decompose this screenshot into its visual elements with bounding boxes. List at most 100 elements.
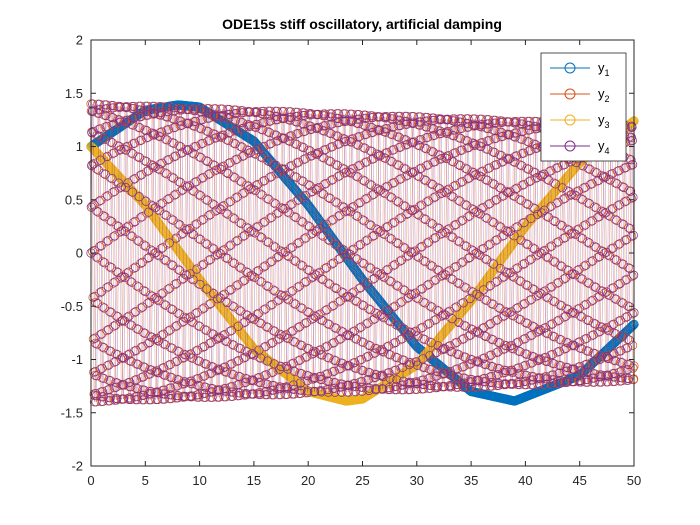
series-y4-marker bbox=[329, 366, 339, 376]
series-y4-marker bbox=[374, 112, 385, 122]
series-y4-marker bbox=[238, 123, 248, 133]
legend[interactable]: y1 y2 y3 y4 bbox=[540, 52, 627, 162]
series-y4-marker bbox=[123, 221, 133, 231]
x-tick-label: 20 bbox=[301, 473, 315, 488]
series-y4-marker bbox=[427, 219, 437, 229]
series-y4-marker bbox=[321, 219, 331, 229]
series-y4-marker bbox=[247, 313, 257, 323]
series-y4-marker bbox=[391, 385, 402, 395]
series-y4-marker bbox=[215, 365, 225, 375]
series-y4-marker bbox=[261, 370, 271, 380]
series-y4-marker bbox=[301, 317, 312, 328]
series-y4-marker bbox=[201, 325, 211, 335]
series-y2-marker bbox=[381, 265, 391, 275]
series-y2-marker bbox=[555, 300, 565, 310]
series-y2-marker bbox=[531, 251, 541, 261]
series-y4-marker bbox=[298, 176, 308, 186]
series-y4-marker bbox=[450, 148, 460, 158]
series-y4-marker bbox=[317, 374, 327, 385]
series-y4-marker bbox=[239, 231, 249, 241]
series-y4-marker bbox=[504, 117, 514, 127]
series-y4-marker bbox=[168, 215, 178, 225]
series-y4-marker bbox=[238, 108, 248, 118]
series-y2-marker bbox=[244, 227, 255, 237]
series-y2-marker bbox=[575, 273, 585, 283]
series-y4-marker bbox=[297, 303, 307, 313]
series-y4-marker bbox=[206, 338, 216, 348]
series-y4-marker bbox=[405, 378, 415, 389]
series-y4-marker bbox=[616, 346, 626, 356]
series-y4-marker bbox=[211, 133, 221, 143]
series-y4-marker bbox=[508, 344, 518, 354]
series-y4-marker bbox=[601, 287, 612, 297]
series-y4-marker bbox=[487, 378, 497, 388]
series-y2-marker bbox=[596, 246, 606, 256]
series-y2-marker bbox=[429, 234, 439, 244]
series-y4-marker bbox=[324, 353, 334, 363]
series-y4-marker bbox=[222, 253, 233, 264]
series-y4-marker bbox=[188, 317, 198, 327]
series-y4-marker bbox=[196, 191, 206, 201]
series-y4-marker bbox=[457, 123, 467, 133]
series-y4-marker bbox=[531, 122, 541, 132]
y-tick-label: 1.5 bbox=[65, 86, 83, 101]
series-y4-marker bbox=[199, 341, 209, 352]
series-y2-marker bbox=[163, 284, 173, 294]
series-y2-marker bbox=[345, 136, 355, 146]
series-y2-marker bbox=[439, 227, 449, 237]
series-y4-marker bbox=[507, 365, 517, 375]
series-y4-marker bbox=[228, 369, 238, 380]
series-y2-marker bbox=[589, 281, 599, 291]
series-y4-marker bbox=[350, 357, 360, 368]
series-y4-marker bbox=[210, 104, 221, 114]
series-y4-marker bbox=[135, 101, 146, 111]
series-y4-marker bbox=[477, 138, 487, 148]
series-y2-marker bbox=[415, 243, 425, 253]
legend-entry-y1[interactable]: y1 bbox=[550, 60, 610, 78]
series-y4-marker bbox=[574, 224, 584, 234]
series-y4-marker bbox=[405, 385, 415, 395]
series-y4-marker bbox=[95, 124, 105, 134]
series-y4-marker bbox=[220, 329, 230, 340]
series-y4-marker bbox=[547, 349, 558, 359]
series-y4-marker bbox=[591, 242, 601, 252]
series-y2-marker bbox=[133, 122, 143, 132]
series-y4-marker bbox=[300, 191, 311, 201]
series-y4-marker bbox=[385, 373, 395, 383]
series-y4-marker bbox=[507, 379, 518, 389]
legend-entry-y3[interactable]: y3 bbox=[550, 112, 610, 130]
series-y2-marker bbox=[319, 220, 330, 230]
series-y4-marker bbox=[604, 290, 614, 300]
series-y4-marker bbox=[133, 282, 144, 292]
series-y4-marker bbox=[394, 115, 405, 125]
series-y2-marker bbox=[453, 236, 463, 246]
legend-box bbox=[540, 52, 627, 162]
series-y2-marker bbox=[323, 278, 333, 288]
series-y4-marker bbox=[527, 375, 538, 385]
series-y2-marker bbox=[621, 343, 631, 353]
series-y4-marker bbox=[114, 115, 125, 125]
series-y4-marker bbox=[516, 235, 526, 245]
series-y4-marker bbox=[332, 160, 342, 170]
series-y4-marker bbox=[584, 199, 595, 209]
series-y4-marker bbox=[259, 141, 269, 152]
legend-entry-y2[interactable]: y2 bbox=[550, 86, 610, 104]
series-y4-marker bbox=[130, 174, 140, 184]
series-y2-marker bbox=[97, 302, 108, 312]
series-y4-marker bbox=[408, 138, 418, 148]
series-y4-marker bbox=[596, 377, 606, 387]
series-y4-marker bbox=[424, 279, 434, 289]
series-y4-marker bbox=[614, 166, 624, 176]
series-y4-marker bbox=[473, 382, 483, 392]
series-y4-marker bbox=[185, 269, 195, 279]
series-y4-marker bbox=[371, 370, 381, 380]
series-y4-marker bbox=[88, 106, 98, 116]
series-y4-marker bbox=[520, 298, 530, 309]
series-y4-marker bbox=[347, 109, 357, 119]
legend-entry-y4[interactable]: y4 bbox=[550, 138, 610, 156]
series-y4-marker bbox=[265, 116, 276, 126]
series-y4-marker bbox=[462, 200, 472, 210]
series-y4-marker bbox=[267, 299, 277, 309]
series-y2-marker bbox=[320, 264, 330, 274]
series-y4-marker bbox=[429, 115, 439, 125]
